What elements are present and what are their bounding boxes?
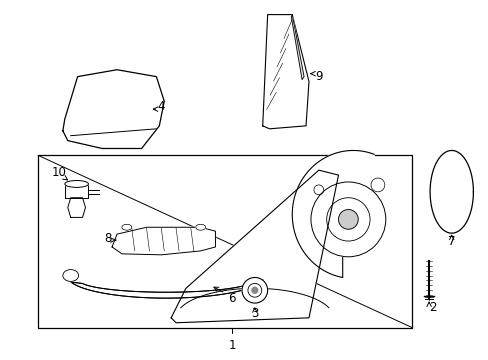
Polygon shape xyxy=(63,70,164,148)
Ellipse shape xyxy=(65,180,88,188)
Ellipse shape xyxy=(195,224,205,230)
Circle shape xyxy=(251,287,257,293)
Text: 4: 4 xyxy=(157,100,165,113)
Ellipse shape xyxy=(122,224,131,230)
Polygon shape xyxy=(171,170,338,323)
Text: 9: 9 xyxy=(314,70,322,83)
Text: 10: 10 xyxy=(51,166,66,179)
Polygon shape xyxy=(291,15,304,80)
Polygon shape xyxy=(68,198,85,217)
Circle shape xyxy=(338,210,358,229)
Text: 5: 5 xyxy=(352,238,359,251)
Circle shape xyxy=(242,278,267,303)
Circle shape xyxy=(310,182,385,257)
Text: 3: 3 xyxy=(251,307,258,320)
Text: 2: 2 xyxy=(428,301,436,315)
Polygon shape xyxy=(71,280,263,298)
Text: 6: 6 xyxy=(228,292,236,305)
Ellipse shape xyxy=(63,270,79,282)
Polygon shape xyxy=(292,150,373,278)
Text: 7: 7 xyxy=(447,235,454,248)
Polygon shape xyxy=(262,15,308,129)
Polygon shape xyxy=(112,227,215,255)
Polygon shape xyxy=(429,150,472,233)
Polygon shape xyxy=(65,184,88,198)
Bar xyxy=(38,156,411,328)
Text: 8: 8 xyxy=(104,231,112,244)
Text: 1: 1 xyxy=(228,339,236,352)
